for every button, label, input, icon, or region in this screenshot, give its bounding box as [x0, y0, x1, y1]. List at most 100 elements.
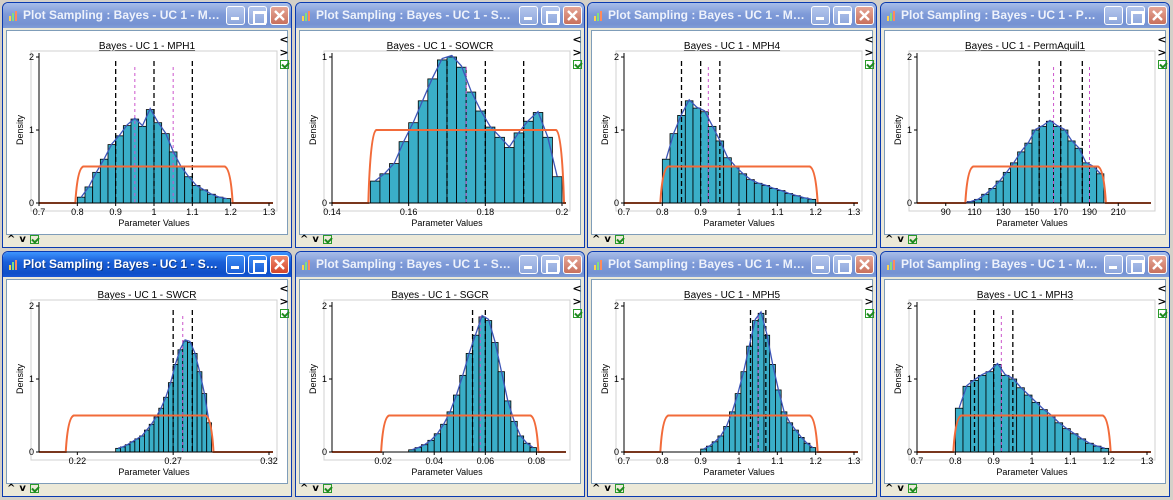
- plot-canvas: Bayes - UC 1 - SGCR 0 1 2 0.02 0.04 0.06 0.08 P…: [299, 279, 581, 484]
- close-icon[interactable]: [563, 255, 582, 274]
- check-icon[interactable]: [614, 234, 624, 244]
- minimize-icon[interactable]: [1104, 255, 1123, 274]
- minimize-icon[interactable]: [226, 255, 245, 274]
- histogram-bar: [389, 163, 400, 204]
- minimize-icon[interactable]: [1104, 6, 1123, 25]
- close-icon[interactable]: [270, 6, 289, 25]
- chevron-left-icon[interactable]: <: [1157, 282, 1167, 295]
- close-icon[interactable]: [1148, 6, 1167, 25]
- chevron-right-icon[interactable]: >: [1157, 295, 1167, 308]
- chevron-right-icon[interactable]: >: [864, 295, 874, 308]
- chevron-right-icon[interactable]: >: [1157, 46, 1167, 59]
- chevron-right-icon[interactable]: >: [572, 46, 582, 59]
- check-icon[interactable]: [322, 234, 332, 244]
- maximize-icon[interactable]: [833, 255, 852, 274]
- window-titlebar[interactable]: Plot Sampling : Bayes - UC 1 - MPH3: [881, 252, 1169, 277]
- plot-window[interactable]: Plot Sampling : Bayes - UC 1 - SO... Bay…: [295, 2, 585, 248]
- chevron-up-icon[interactable]: ^: [592, 482, 601, 494]
- close-icon[interactable]: [1148, 255, 1167, 274]
- maximize-icon[interactable]: [248, 255, 267, 274]
- chevron-right-icon[interactable]: >: [864, 46, 874, 59]
- chevron-down-icon[interactable]: v: [604, 482, 611, 494]
- chevron-up-icon[interactable]: ^: [7, 482, 16, 494]
- chevron-left-icon[interactable]: <: [572, 282, 582, 295]
- window-titlebar[interactable]: Plot Sampling : Bayes - UC 1 - MPH4: [588, 3, 876, 28]
- window-titlebar[interactable]: Plot Sampling : Bayes - UC 1 - SWCR: [3, 252, 291, 277]
- chevron-right-icon[interactable]: >: [279, 295, 289, 308]
- chevron-down-icon[interactable]: v: [312, 482, 319, 494]
- minimize-icon[interactable]: [519, 255, 538, 274]
- plot-window[interactable]: Plot Sampling : Bayes - UC 1 - MPH5 Baye…: [587, 251, 877, 497]
- histogram-bar: [191, 353, 198, 453]
- close-icon[interactable]: [270, 255, 289, 274]
- chevron-right-icon[interactable]: >: [279, 46, 289, 59]
- window-titlebar[interactable]: Plot Sampling : Bayes - UC 1 - MPH1: [3, 3, 291, 28]
- check-icon[interactable]: [572, 309, 582, 318]
- chevron-down-icon[interactable]: v: [19, 233, 26, 245]
- y-tick-label: 1: [907, 125, 912, 135]
- chevron-down-icon[interactable]: v: [312, 233, 319, 245]
- check-icon[interactable]: [864, 60, 874, 69]
- check-icon[interactable]: [29, 234, 39, 244]
- chevron-up-icon[interactable]: ^: [7, 233, 16, 245]
- chevron-down-icon[interactable]: v: [19, 482, 26, 494]
- close-icon[interactable]: [855, 6, 874, 25]
- histogram-bar: [182, 340, 188, 453]
- chevron-left-icon[interactable]: <: [864, 33, 874, 46]
- chevron-up-icon[interactable]: ^: [300, 233, 309, 245]
- window-titlebar[interactable]: Plot Sampling : Bayes - UC 1 - SO...: [296, 3, 584, 28]
- chevron-left-icon[interactable]: <: [864, 282, 874, 295]
- histogram-bar: [138, 125, 147, 204]
- chevron-left-icon[interactable]: <: [1157, 33, 1167, 46]
- chevron-right-icon[interactable]: >: [572, 295, 582, 308]
- chevron-up-icon[interactable]: ^: [592, 233, 601, 245]
- check-icon[interactable]: [1157, 309, 1167, 318]
- minimize-icon[interactable]: [519, 6, 538, 25]
- check-icon[interactable]: [322, 483, 332, 493]
- check-icon[interactable]: [279, 309, 289, 318]
- maximize-icon[interactable]: [1126, 6, 1145, 25]
- chevron-left-icon[interactable]: <: [572, 33, 582, 46]
- window-titlebar[interactable]: Plot Sampling : Bayes - UC 1 - SGCR: [296, 252, 584, 277]
- side-controls: < >: [1156, 282, 1168, 321]
- check-icon[interactable]: [614, 483, 624, 493]
- window-titlebar[interactable]: Plot Sampling : Bayes - UC 1 - MPH5: [588, 252, 876, 277]
- plot-window[interactable]: Plot Sampling : Bayes - UC 1 - MPH1 Baye…: [2, 2, 292, 248]
- window-titlebar[interactable]: Plot Sampling : Bayes - UC 1 - Per...: [881, 3, 1169, 28]
- minimize-icon[interactable]: [226, 6, 245, 25]
- maximize-icon[interactable]: [541, 6, 560, 25]
- chevron-down-icon[interactable]: v: [897, 482, 904, 494]
- check-icon[interactable]: [864, 309, 874, 318]
- minimize-icon[interactable]: [811, 255, 830, 274]
- histogram-bar: [769, 187, 778, 204]
- check-icon[interactable]: [1157, 60, 1167, 69]
- close-icon[interactable]: [563, 6, 582, 25]
- chevron-down-icon[interactable]: v: [604, 233, 611, 245]
- chevron-down-icon[interactable]: v: [897, 233, 904, 245]
- histogram-bar: [139, 435, 145, 453]
- chevron-up-icon[interactable]: ^: [300, 482, 309, 494]
- minimize-icon[interactable]: [811, 6, 830, 25]
- check-icon[interactable]: [907, 483, 917, 493]
- close-icon[interactable]: [855, 255, 874, 274]
- plot-window[interactable]: Plot Sampling : Bayes - UC 1 - MPH3 Baye…: [880, 251, 1170, 497]
- y-tick-label: 2: [907, 301, 912, 311]
- x-tick-label: 1.2: [809, 456, 822, 466]
- chevron-up-icon[interactable]: ^: [885, 233, 894, 245]
- maximize-icon[interactable]: [541, 255, 560, 274]
- chevron-left-icon[interactable]: <: [279, 33, 289, 46]
- plot-window[interactable]: Plot Sampling : Bayes - UC 1 - SWCR Baye…: [2, 251, 292, 497]
- check-icon[interactable]: [29, 483, 39, 493]
- maximize-icon[interactable]: [1126, 255, 1145, 274]
- chevron-left-icon[interactable]: <: [279, 282, 289, 295]
- maximize-icon[interactable]: [248, 6, 267, 25]
- maximize-icon[interactable]: [833, 6, 852, 25]
- check-icon[interactable]: [572, 60, 582, 69]
- chevron-up-icon[interactable]: ^: [885, 482, 894, 494]
- plot-window[interactable]: Plot Sampling : Bayes - UC 1 - MPH4 Baye…: [587, 2, 877, 248]
- plot-window[interactable]: Plot Sampling : Bayes - UC 1 - Per... Ba…: [880, 2, 1170, 248]
- check-icon[interactable]: [907, 234, 917, 244]
- plot-window[interactable]: Plot Sampling : Bayes - UC 1 - SGCR Baye…: [295, 251, 585, 497]
- histogram-chart: 0 1 2 0.7 0.8 0.9 1 1.1 1.2 1.3 Parameter Values De…: [893, 299, 1156, 477]
- check-icon[interactable]: [279, 60, 289, 69]
